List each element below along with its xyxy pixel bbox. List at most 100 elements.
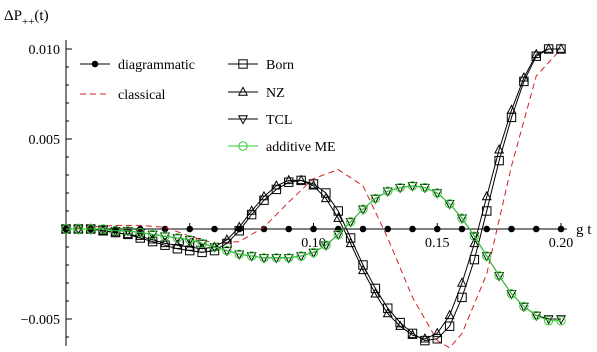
data-point [271,253,282,263]
data-point [433,225,441,233]
data-point [395,182,405,193]
y-axis-title-tail: (t) [34,8,48,24]
data-point [172,239,183,249]
data-point [457,292,467,303]
data-point [555,43,567,53]
data-point [409,225,416,233]
series-additive-me [61,181,566,326]
y-axis-title-sub: ++ [22,16,34,28]
data-point [147,234,158,244]
data-point [73,223,84,233]
data-point [345,237,356,248]
data-point [556,316,566,326]
data-point [357,264,369,275]
data-point [333,229,343,240]
data-point [333,230,344,241]
data-point [532,225,540,233]
data-point [482,251,492,261]
data-point [98,224,108,234]
data-point [481,252,492,262]
data-point [506,289,517,299]
data-point [557,225,565,233]
data-point [432,188,442,198]
legend-label: additive ME [266,140,336,155]
data-point [73,224,84,234]
data-point [469,237,480,248]
y-tick-label: 0.005 [29,133,61,148]
data-point [370,194,381,205]
x-axis-title: g t [576,222,592,238]
data-point [384,225,392,233]
legend-label: TCL [266,113,292,128]
data-point [61,224,71,234]
data-point [122,228,133,239]
data-point [271,180,282,190]
x-tick-label: 0.15 [425,236,450,251]
data-point [456,214,468,224]
data-point [321,188,331,198]
data-point [508,225,515,233]
data-point [222,245,232,256]
data-point [407,328,418,339]
x-tick-label: 0.10 [301,236,326,251]
data-point [135,227,145,238]
data-point [246,251,257,261]
data-point [296,251,306,261]
data-point [383,186,393,196]
data-point [147,236,158,247]
legend-swatch-marker [237,86,249,96]
y-tick-label: −0.005 [21,313,60,328]
legend-entry: NZ [228,86,285,101]
data-point [506,104,517,114]
data-point [234,221,245,231]
legend-swatch-marker [237,115,249,125]
data-point [432,334,442,344]
data-point [518,72,529,82]
legend-swatch-marker [238,59,248,69]
legend-entry: Born [228,58,294,73]
data-point [321,240,331,250]
data-point [444,321,455,331]
data-point [73,225,84,235]
data-point [469,231,480,241]
data-point [345,233,356,243]
data-point [444,200,455,210]
data-point [259,253,269,263]
legend-swatch-marker [238,141,248,151]
data-point [234,249,244,259]
data-point [184,241,195,251]
y-tick-label: 0.010 [29,43,61,58]
data-point [469,232,480,242]
data-point [420,335,430,346]
data-point [296,174,307,185]
legend-label: Born [266,58,294,73]
data-point [85,223,96,233]
data-point [283,174,294,185]
data-point [209,242,220,252]
data-point [458,225,466,233]
data-point [444,199,455,209]
data-point [432,189,443,199]
data-point [160,231,170,241]
data-point [494,271,504,281]
data-point [432,327,443,338]
legend-label: classical [118,88,166,103]
data-point [60,223,72,233]
data-point [518,302,529,313]
data-point [358,204,368,214]
data-point [221,234,232,244]
data-point [283,254,294,264]
data-point [419,333,430,343]
data-point [444,309,455,320]
data-point [506,290,517,300]
data-point [382,307,393,318]
data-point [285,225,293,233]
data-point [271,254,282,264]
data-point [246,205,257,215]
data-point [110,226,121,236]
data-point [483,225,491,233]
data-point [359,225,367,233]
data-point [395,320,406,330]
data-point [211,225,218,233]
